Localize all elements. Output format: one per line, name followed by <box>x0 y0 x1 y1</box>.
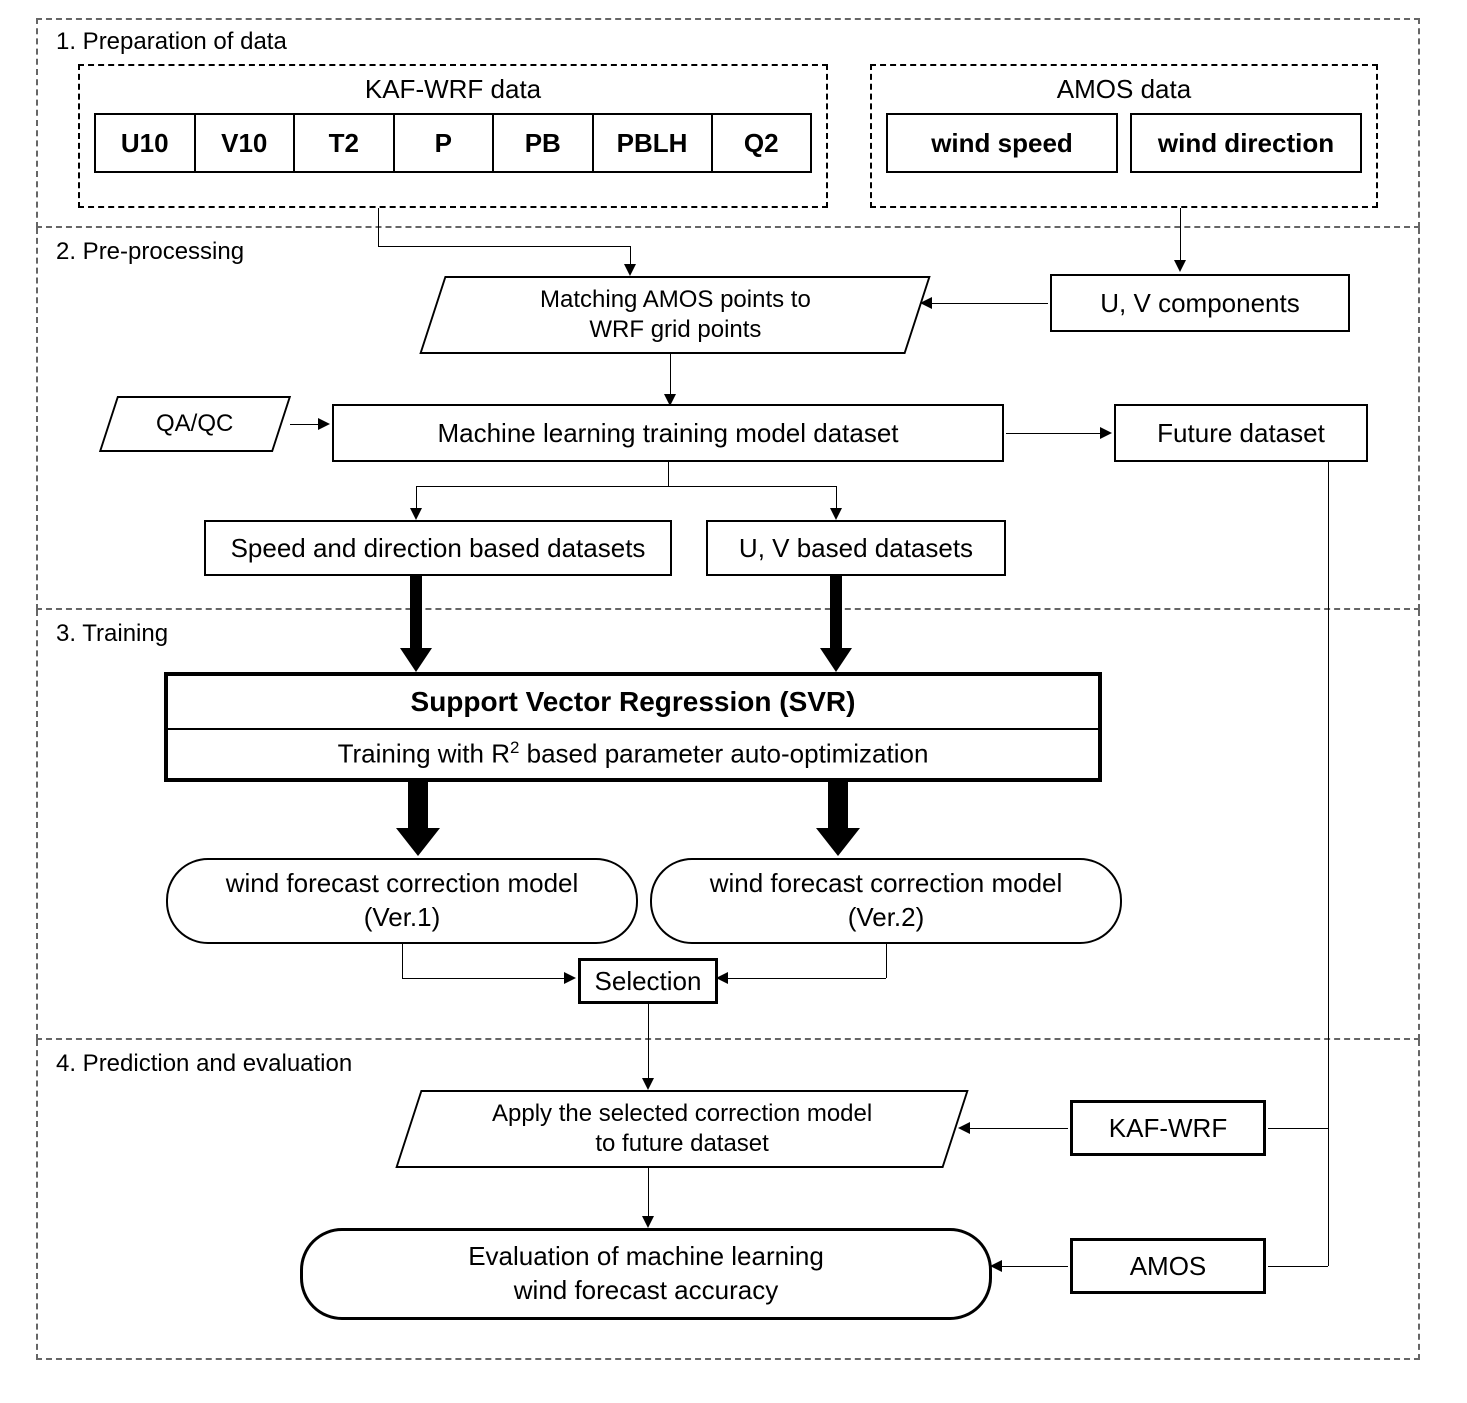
kaf-var-p: P <box>395 113 495 173</box>
arrow-sel-apply-head <box>642 1078 654 1090</box>
node-uv-ds: U, V based datasets <box>706 520 1006 576</box>
node-eval: Evaluation of machine learning wind forec… <box>300 1228 992 1320</box>
line-v1-sel-v <box>402 944 403 978</box>
kaf-var-pblh: PBLH <box>594 113 713 173</box>
line-v2-sel-v <box>886 944 887 978</box>
arrow-kaf2-apply <box>968 1128 1068 1129</box>
arrow-qaqc-ml <box>290 424 320 425</box>
node-qaqc-label: QA/QC <box>156 410 233 438</box>
thick-uv-svr-head <box>820 648 852 672</box>
arrow-apply-eval-head <box>642 1216 654 1228</box>
line-v1-sel-h <box>402 978 568 979</box>
thick-svr-v2 <box>828 782 848 830</box>
kaf-var-t2: T2 <box>295 113 395 173</box>
arrow-uvc-match-head <box>920 297 932 309</box>
line-v2-sel-h <box>726 978 886 979</box>
thick-svr-v1 <box>408 782 428 830</box>
arrow-amos-uvhead <box>1174 260 1186 272</box>
node-svr-title: Support Vector Regression (SVR) <box>168 676 1098 730</box>
node-qaqc: QA/QC <box>99 396 291 452</box>
node-ver2: wind forecast correction model (Ver.2) <box>650 858 1122 944</box>
node-eval-l1: Evaluation of machine learning <box>468 1241 824 1271</box>
arrow-amos2-eval <box>1000 1266 1068 1267</box>
node-match-l1: Matching AMOS points to <box>540 286 811 313</box>
kaf-var-u10: U10 <box>94 113 196 173</box>
arrow-split-sd-head <box>410 508 422 520</box>
amos-source: AMOS data wind speed wind direction <box>870 64 1378 208</box>
section-2-label: 2. Pre-processing <box>48 234 252 270</box>
arrow-qaqc-ml-head <box>318 418 330 430</box>
arrow-kaf-match-v1 <box>378 208 379 246</box>
arrow-sel-apply <box>648 1004 649 1082</box>
section-4-label: 4. Prediction and evaluation <box>48 1046 360 1082</box>
arrow-ml-split-h <box>416 486 836 487</box>
arrow-split-uv-head <box>830 508 842 520</box>
node-apply: Apply the selected correction model to fu… <box>395 1090 968 1168</box>
node-selection: Selection <box>578 958 718 1004</box>
line-future-to-amos2 <box>1268 1266 1328 1267</box>
node-uvcomp: U, V components <box>1050 274 1350 332</box>
node-apply-l1: Apply the selected correction model <box>492 1100 872 1127</box>
node-ver1-l1: wind forecast correction model <box>226 868 579 898</box>
node-future: Future dataset <box>1114 404 1368 462</box>
kaf-wrf-source: KAF-WRF data U10 V10 T2 P PB PBLH Q2 <box>78 64 828 208</box>
node-eval-l2: wind forecast accuracy <box>514 1275 778 1305</box>
kaf-wrf-title: KAF-WRF data <box>80 66 826 113</box>
arrow-ml-future <box>1006 433 1102 434</box>
thick-sd-svr-head <box>400 648 432 672</box>
node-amos2: AMOS <box>1070 1238 1266 1294</box>
kaf-var-q2: Q2 <box>713 113 813 173</box>
arrow-ml-split-v <box>668 462 669 486</box>
thick-svr-v2-head <box>816 828 860 856</box>
node-kafwrf2: KAF-WRF <box>1070 1100 1266 1156</box>
node-ver2-l1: wind forecast correction model <box>710 868 1063 898</box>
kaf-var-pb: PB <box>494 113 594 173</box>
node-svr-sub-before: Training with R <box>338 739 510 769</box>
node-ver1: wind forecast correction model (Ver.1) <box>166 858 638 944</box>
arrow-kaf2-apply-head <box>958 1122 970 1134</box>
arrow-kaf-match-h <box>378 246 630 247</box>
line-future-to-kaf2 <box>1268 1128 1328 1129</box>
kaf-var-v10: V10 <box>196 113 296 173</box>
thick-sd-svr <box>410 576 422 650</box>
node-svr-sub: Training with R2 based parameter auto-op… <box>168 730 1098 778</box>
section-3-label: 3. Training <box>48 616 176 652</box>
node-match-l2: WRF grid points <box>589 316 761 343</box>
amos-var-ws: wind speed <box>886 113 1118 173</box>
node-match: Matching AMOS points to WRF grid points <box>419 276 930 354</box>
node-sd-ds: Speed and direction based datasets <box>204 520 672 576</box>
thick-uv-svr <box>830 576 842 650</box>
arrow-apply-eval <box>648 1168 649 1220</box>
node-ver1-l2: (Ver.1) <box>364 902 441 932</box>
amos-var-wd: wind direction <box>1130 113 1362 173</box>
arrow-match-ml <box>670 354 671 398</box>
line-future-down <box>1328 462 1329 1266</box>
node-svr-sub-after: based parameter auto-optimization <box>519 739 928 769</box>
thick-svr-v1-head <box>396 828 440 856</box>
line-v1-sel-head <box>564 972 576 984</box>
arrow-kaf-match-head <box>624 264 636 276</box>
node-apply-l2: to future dataset <box>595 1130 768 1157</box>
node-ver2-l2: (Ver.2) <box>848 902 925 932</box>
arrow-uvc-match <box>930 303 1048 304</box>
arrow-ml-future-head <box>1100 427 1112 439</box>
amos-title: AMOS data <box>872 66 1376 113</box>
node-svr: Support Vector Regression (SVR) Training… <box>164 672 1102 782</box>
section-1-label: 1. Preparation of data <box>48 24 295 60</box>
node-svr-sup: 2 <box>510 738 519 757</box>
arrow-amos-uvv <box>1180 208 1181 264</box>
node-mldata: Machine learning training model dataset <box>332 404 1004 462</box>
